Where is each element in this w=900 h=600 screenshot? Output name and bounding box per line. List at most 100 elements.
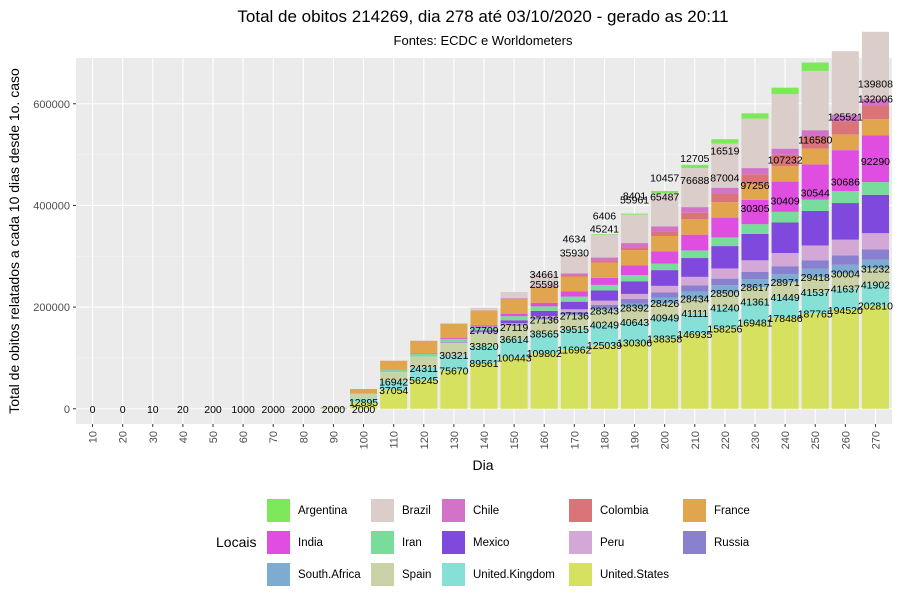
bar-segment-france <box>831 134 859 151</box>
bar-value-label: 97256 <box>740 180 769 192</box>
bar-segment-france <box>771 166 799 182</box>
legend-label-mexico: Mexico <box>473 537 509 549</box>
x-tick-label: 110 <box>389 431 401 449</box>
bar-segment-peru <box>470 331 498 333</box>
bar-value-label: 29418 <box>801 272 830 284</box>
bar-segment-peru <box>500 323 528 325</box>
bar-segment-russia <box>771 266 799 275</box>
bar-segment-united-kingdom <box>500 339 528 358</box>
bar-value-label: 25598 <box>530 279 559 291</box>
bar-segment-united-states <box>681 334 709 409</box>
legend-swatch-chile <box>442 499 465 522</box>
bar-value-label: 33820 <box>469 341 498 353</box>
bar-segment-india <box>711 217 739 238</box>
bar-segment-spain <box>651 303 679 318</box>
bar-segment-france <box>711 202 739 218</box>
bar-segment-spain <box>861 268 889 285</box>
legend-label-colombia: Colombia <box>600 505 649 517</box>
bar-value-label: 41240 <box>710 302 739 314</box>
legend-swatch-india <box>267 531 290 554</box>
bar-segment-argentina <box>621 213 649 215</box>
bar-value-label: 92290 <box>861 156 890 168</box>
bar-segment-colombia <box>771 154 799 167</box>
legend-label-united-kingdom: United.Kingdom <box>473 569 555 581</box>
bar-segment-france <box>681 219 709 235</box>
legend-label-argentina: Argentina <box>298 505 348 517</box>
bar-segment-brazil <box>711 143 739 188</box>
bar-segment-south-africa <box>681 291 709 299</box>
bar-value-label: 41449 <box>771 292 800 304</box>
bar-segment-iran <box>500 316 528 321</box>
bar-segment-peru <box>681 276 709 286</box>
bar-segment-united-kingdom <box>621 321 649 343</box>
bar-segment-india <box>651 251 679 264</box>
bar-segment-india <box>470 325 498 327</box>
bar-segment-united-states <box>711 328 739 409</box>
bar-segment-russia <box>651 292 679 298</box>
bar-segment-france <box>470 310 498 326</box>
y-axis-title: Total de obitos relatados a cada 10 dias… <box>6 68 22 414</box>
bar-segment-france <box>651 235 679 252</box>
bar-segment-argentina <box>711 139 739 144</box>
bar-segment-india <box>741 199 769 225</box>
bar-value-label: 0 <box>90 404 96 416</box>
legend: Locais Argentina India South.Africa Brazil Ir… <box>216 499 750 586</box>
bar-segment-united-states <box>741 322 769 409</box>
bar-value-label: 27709 <box>469 325 498 337</box>
bar-value-label: 0 <box>120 404 126 416</box>
bar-segment-spain <box>530 319 558 334</box>
bar-segment-india <box>681 234 709 251</box>
bar-segment-united-kingdom <box>741 301 769 323</box>
bar-segment-united-kingdom <box>831 288 859 310</box>
bar-segment-mexico <box>801 210 829 246</box>
bar-segment-iran <box>861 182 889 195</box>
bar-segment-chile <box>681 207 709 213</box>
bar-segment-india <box>560 291 588 297</box>
bar-segment-united-states <box>590 345 618 409</box>
bar-segment-india <box>500 313 528 317</box>
bar-value-label: 27119 <box>500 322 529 334</box>
x-tick-label: 190 <box>630 431 642 449</box>
x-tick-label: 260 <box>840 431 852 449</box>
bar-segment-brazil <box>530 273 558 287</box>
bar-segment-france <box>410 340 438 354</box>
bar-segment-south-africa <box>771 274 799 283</box>
bar-segment-peru <box>560 309 588 312</box>
bar-segment-colombia <box>530 287 558 288</box>
bar-value-label: 76688 <box>680 175 709 187</box>
bar-segment-france <box>319 407 347 409</box>
bar-value-label: 200 <box>204 404 222 416</box>
bar-segment-chile <box>530 286 558 288</box>
bar-segment-india <box>801 164 829 200</box>
bar-segment-spain <box>801 277 829 293</box>
bar-segment-peru <box>530 315 558 318</box>
legend-swatch-peru <box>569 531 592 554</box>
x-tick-label: 160 <box>539 431 551 449</box>
bar-segment-united-kingdom <box>681 313 709 335</box>
bar-segment-france <box>530 287 558 303</box>
bar-segment-france <box>440 323 468 339</box>
bar-value-label: 4634 <box>563 233 587 245</box>
bar-value-label: 89561 <box>469 358 498 370</box>
bar-segment-iran <box>651 263 679 271</box>
bar-segment-united-kingdom <box>470 346 498 364</box>
bar-segment-chile <box>621 243 649 248</box>
x-tick-label: 60 <box>238 431 250 443</box>
x-tick-label: 90 <box>328 431 340 443</box>
x-tick-label: 230 <box>750 431 762 449</box>
bar-segment-france <box>801 148 829 165</box>
bar-value-label: 55961 <box>620 194 649 206</box>
bar-segment-mexico <box>711 246 739 269</box>
bar-value-label: 28426 <box>650 298 679 310</box>
bar-segment-iran <box>319 408 347 409</box>
bar-segment-russia <box>590 304 618 309</box>
bar-segment-spain <box>831 273 859 289</box>
bar-value-label: 169481 <box>737 318 772 330</box>
bar-segment-united-states <box>350 402 378 409</box>
bar-segment-spain <box>380 372 408 382</box>
bar-segment-united-kingdom <box>380 381 408 390</box>
bar-segment-france <box>861 119 889 136</box>
y-tick-label: 200000 <box>33 302 70 314</box>
bar-value-label: 34661 <box>530 269 559 281</box>
